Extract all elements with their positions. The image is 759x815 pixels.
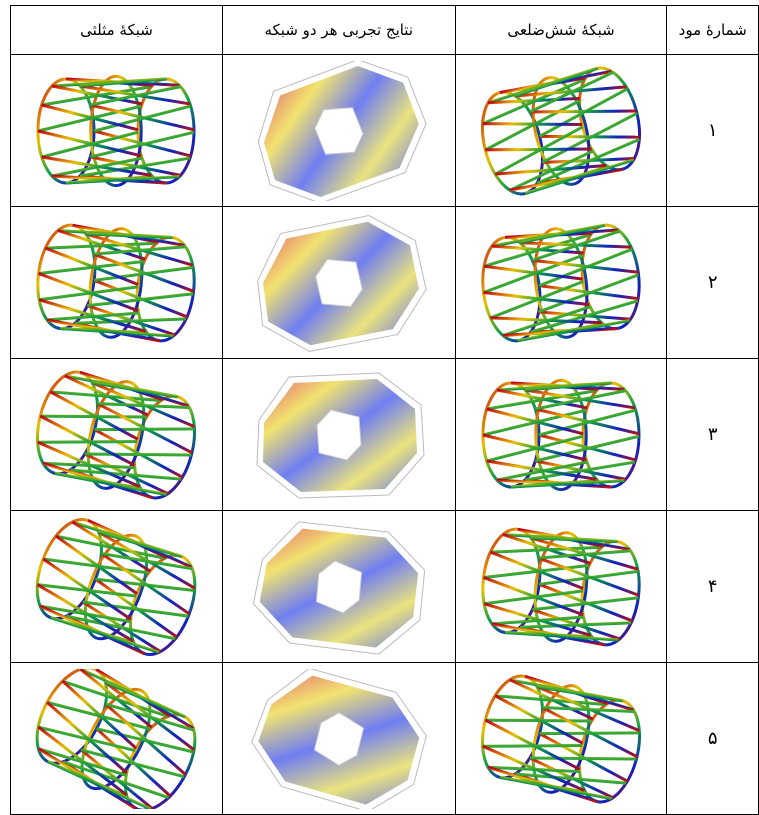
lattice-model — [16, 213, 216, 353]
image-cell — [11, 207, 223, 359]
header-cell: شمارهٔ مود — [667, 6, 759, 55]
mode-number: ۳ — [667, 359, 759, 511]
lattice-model — [461, 61, 661, 201]
header-cell: نتایج تجربی هر دو شبکه — [222, 6, 455, 55]
hole — [317, 410, 361, 460]
lattice — [24, 517, 209, 657]
mode-row: ۴ — [11, 511, 759, 663]
image-cell — [222, 207, 455, 359]
header-cell: شبکهٔ شش‌ضلعی — [455, 6, 667, 55]
lattice — [477, 523, 645, 650]
page: شمارهٔ مود شبکهٔ شش‌ضلعی نتایج تجربی هر … — [0, 0, 759, 810]
ring — [38, 79, 94, 183]
lattice-model — [16, 669, 216, 809]
image-cell — [11, 511, 223, 663]
lattice — [22, 669, 211, 809]
image-cell — [455, 359, 667, 511]
mode-number: ۵ — [667, 663, 759, 815]
experiment-model — [239, 517, 439, 657]
mode-number: ۱ — [667, 55, 759, 207]
modes-table: شمارهٔ مود شبکهٔ شش‌ضلعی نتایج تجربی هر … — [10, 5, 759, 815]
lattice — [472, 669, 650, 809]
image-cell — [455, 663, 667, 815]
ring — [483, 383, 539, 487]
experiment-model — [239, 213, 439, 353]
image-cell — [222, 359, 455, 511]
header-cell: شبکهٔ مثلثی — [11, 6, 223, 55]
lattice — [32, 219, 200, 346]
strut — [36, 748, 139, 807]
mode-row: ۲ — [11, 207, 759, 359]
mode-row: ۳ — [11, 359, 759, 511]
mode-number: ۴ — [667, 511, 759, 663]
header-row: شمارهٔ مود شبکهٔ شش‌ضلعی نتایج تجربی هر … — [11, 6, 759, 55]
prism — [248, 213, 432, 353]
experiment-model — [239, 365, 439, 505]
lattice — [28, 365, 206, 505]
mode-row: ۱ — [11, 55, 759, 207]
image-cell — [222, 511, 455, 663]
image-cell — [222, 55, 455, 207]
lattice-model — [16, 365, 216, 505]
lattice-model — [461, 365, 661, 505]
lattice-model — [16, 517, 216, 657]
lattice — [472, 61, 650, 201]
lattice — [483, 380, 639, 489]
image-cell — [455, 207, 667, 359]
prism — [242, 61, 439, 201]
image-cell — [222, 663, 455, 815]
lattice-model — [461, 669, 661, 809]
lattice — [38, 76, 194, 185]
lattice — [477, 219, 645, 346]
image-cell — [11, 55, 223, 207]
image-cell — [11, 359, 223, 511]
prism — [248, 517, 432, 657]
prism — [257, 373, 424, 498]
experiment-model — [239, 669, 439, 809]
mode-number: ۲ — [667, 207, 759, 359]
experiment-model — [239, 61, 439, 201]
image-cell — [455, 511, 667, 663]
lattice-model — [16, 61, 216, 201]
lattice-model — [461, 517, 661, 657]
prism — [241, 669, 438, 809]
mode-row: ۵ — [11, 663, 759, 815]
image-cell — [455, 55, 667, 207]
image-cell — [11, 663, 223, 815]
lattice-model — [461, 213, 661, 353]
